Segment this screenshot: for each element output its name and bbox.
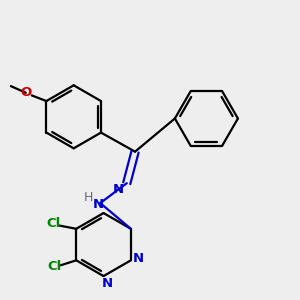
- Text: N: N: [93, 198, 104, 211]
- Text: N: N: [133, 252, 144, 265]
- Text: Cl: Cl: [48, 260, 62, 274]
- Text: Cl: Cl: [46, 217, 60, 230]
- Text: N: N: [101, 277, 112, 290]
- Text: O: O: [20, 86, 32, 99]
- Text: H: H: [84, 190, 93, 204]
- Text: N: N: [113, 183, 124, 196]
